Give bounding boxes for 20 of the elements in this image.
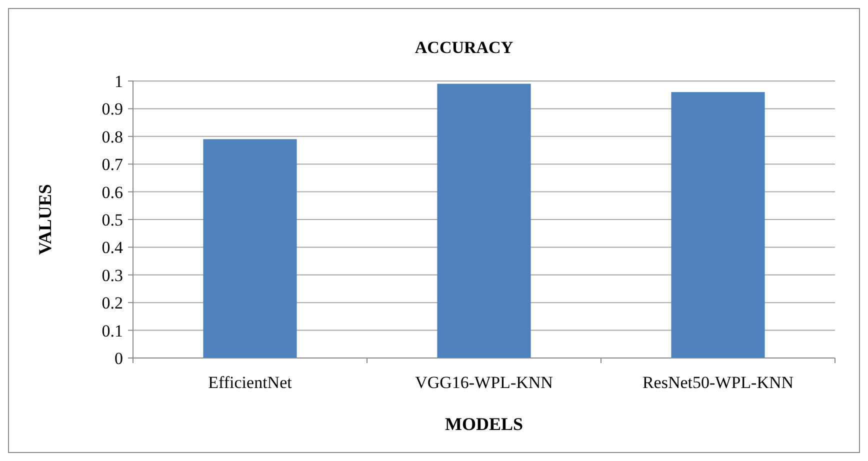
bar: [203, 139, 297, 358]
chart-title: ACCURACY: [414, 38, 514, 57]
bar: [671, 92, 765, 358]
y-tick-label: 0.6: [102, 182, 123, 202]
y-tick-label: 0.5: [102, 210, 123, 230]
y-tick-label: 0.1: [102, 321, 123, 340]
y-tick-label: 1: [114, 72, 123, 91]
x-axis-title: MODELS: [444, 414, 524, 434]
y-tick-label: 0.8: [102, 127, 123, 146]
bar: [437, 84, 531, 358]
x-tick-label: EfficientNet: [208, 373, 292, 392]
x-tick-label: VGG16-WPL-KNN: [415, 373, 553, 392]
y-axis-title: VALUES: [35, 184, 55, 255]
y-tick-label: 0: [114, 348, 123, 368]
y-tick-label: 0.9: [102, 100, 123, 119]
y-tick-label: 0.7: [102, 155, 124, 174]
x-tick-label: ResNet50-WPL-KNN: [642, 373, 794, 392]
y-tick-label: 0.3: [102, 266, 123, 285]
y-tick-label: 0.2: [102, 294, 123, 313]
y-tick-label: 0.4: [102, 238, 124, 258]
